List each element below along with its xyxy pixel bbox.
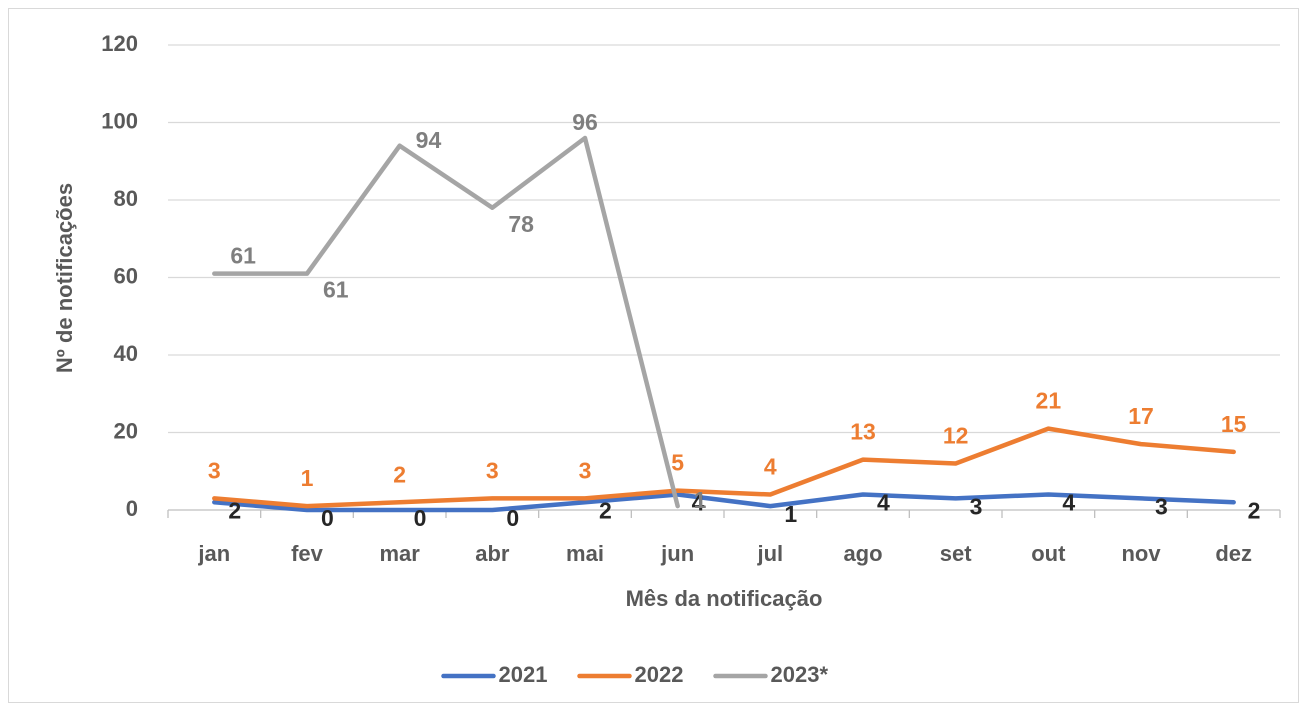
series-line bbox=[212, 135, 680, 509]
data-label: 0 bbox=[321, 505, 334, 531]
data-label: 78 bbox=[508, 211, 534, 237]
y-tick-label: 100 bbox=[101, 108, 138, 133]
y-tick-label: 40 bbox=[114, 341, 138, 366]
data-label: 13 bbox=[850, 419, 876, 445]
data-label: 4 bbox=[877, 490, 890, 516]
y-tick-label: 0 bbox=[126, 496, 138, 521]
data-label: 2 bbox=[228, 497, 241, 523]
data-label: 2 bbox=[599, 497, 612, 523]
y-tick-label: 120 bbox=[101, 31, 138, 56]
x-tick-label: abr bbox=[475, 541, 510, 566]
data-label: 1 bbox=[784, 501, 797, 527]
data-label: 2 bbox=[1248, 497, 1261, 523]
x-tick-label: jan bbox=[197, 541, 230, 566]
x-tick-label: set bbox=[940, 541, 972, 566]
data-label: 1 bbox=[694, 487, 707, 513]
x-tick-label: dez bbox=[1215, 541, 1252, 566]
data-label: 2 bbox=[393, 461, 406, 487]
data-label: 3 bbox=[1155, 493, 1168, 519]
data-label: 15 bbox=[1221, 411, 1247, 437]
x-tick-label: mar bbox=[379, 541, 420, 566]
y-tick-label: 80 bbox=[114, 186, 138, 211]
x-tick-label: nov bbox=[1121, 541, 1161, 566]
data-label: 1 bbox=[301, 465, 314, 491]
x-axis-title: Mês da notificação bbox=[626, 586, 823, 611]
data-label: 0 bbox=[506, 505, 519, 531]
y-tick-label: 60 bbox=[114, 263, 138, 288]
data-label: 4 bbox=[1062, 490, 1075, 516]
data-label: 4 bbox=[692, 490, 705, 516]
x-tick-label: mai bbox=[566, 541, 604, 566]
data-label: 17 bbox=[1128, 403, 1154, 429]
x-tick-label: ago bbox=[843, 541, 882, 566]
data-label: 5 bbox=[671, 450, 684, 476]
x-tick-label: jul bbox=[756, 541, 783, 566]
x-tick-label: fev bbox=[291, 541, 324, 566]
data-label: 3 bbox=[486, 457, 499, 483]
data-label: 94 bbox=[416, 127, 442, 153]
x-tick-label: jun bbox=[660, 541, 694, 566]
y-tick-label: 20 bbox=[114, 418, 138, 443]
data-label: 21 bbox=[1036, 388, 1062, 414]
data-label: 96 bbox=[572, 109, 598, 135]
series-line bbox=[212, 426, 1236, 509]
legend-label: 2023* bbox=[771, 662, 829, 687]
series-line bbox=[212, 492, 1236, 513]
data-label: 3 bbox=[970, 493, 983, 519]
data-label: 3 bbox=[579, 457, 592, 483]
legend-label: 2021 bbox=[499, 662, 548, 687]
x-tick-label: out bbox=[1031, 541, 1066, 566]
data-label: 12 bbox=[943, 423, 969, 449]
data-label: 61 bbox=[230, 243, 256, 269]
data-label: 61 bbox=[323, 277, 349, 303]
data-label: 3 bbox=[208, 457, 221, 483]
data-label: 4 bbox=[764, 454, 777, 480]
legend-label: 2022 bbox=[635, 662, 684, 687]
y-axis-title: Nº de notificações bbox=[52, 183, 77, 373]
data-label: 0 bbox=[414, 505, 427, 531]
